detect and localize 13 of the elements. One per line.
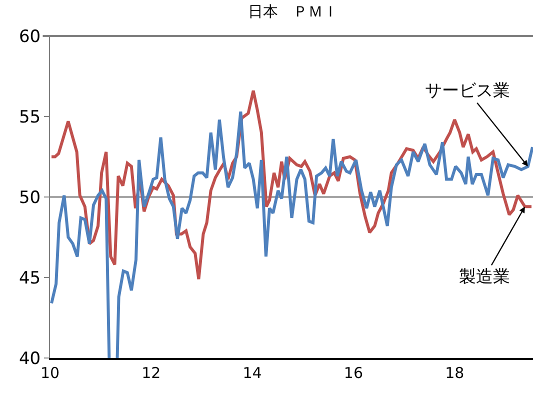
y-tick-label: 45: [18, 268, 41, 288]
y-tick-label: 40: [18, 348, 41, 369]
y-tick-label: 55: [18, 107, 41, 128]
x-tick-label: 10: [40, 364, 60, 382]
x-tick-label: 14: [242, 364, 262, 382]
annotation: 製造業: [459, 267, 510, 287]
y-tick-label: 60: [18, 26, 41, 47]
x-tick-label: 12: [142, 364, 161, 382]
x-tick-label: 16: [344, 364, 364, 382]
y-tick-label: 50: [18, 188, 41, 208]
chart-title: 日本 ＰＭＩ: [248, 2, 338, 21]
annotation: サービス業: [425, 81, 510, 101]
x-tick-label: 18: [445, 364, 464, 382]
